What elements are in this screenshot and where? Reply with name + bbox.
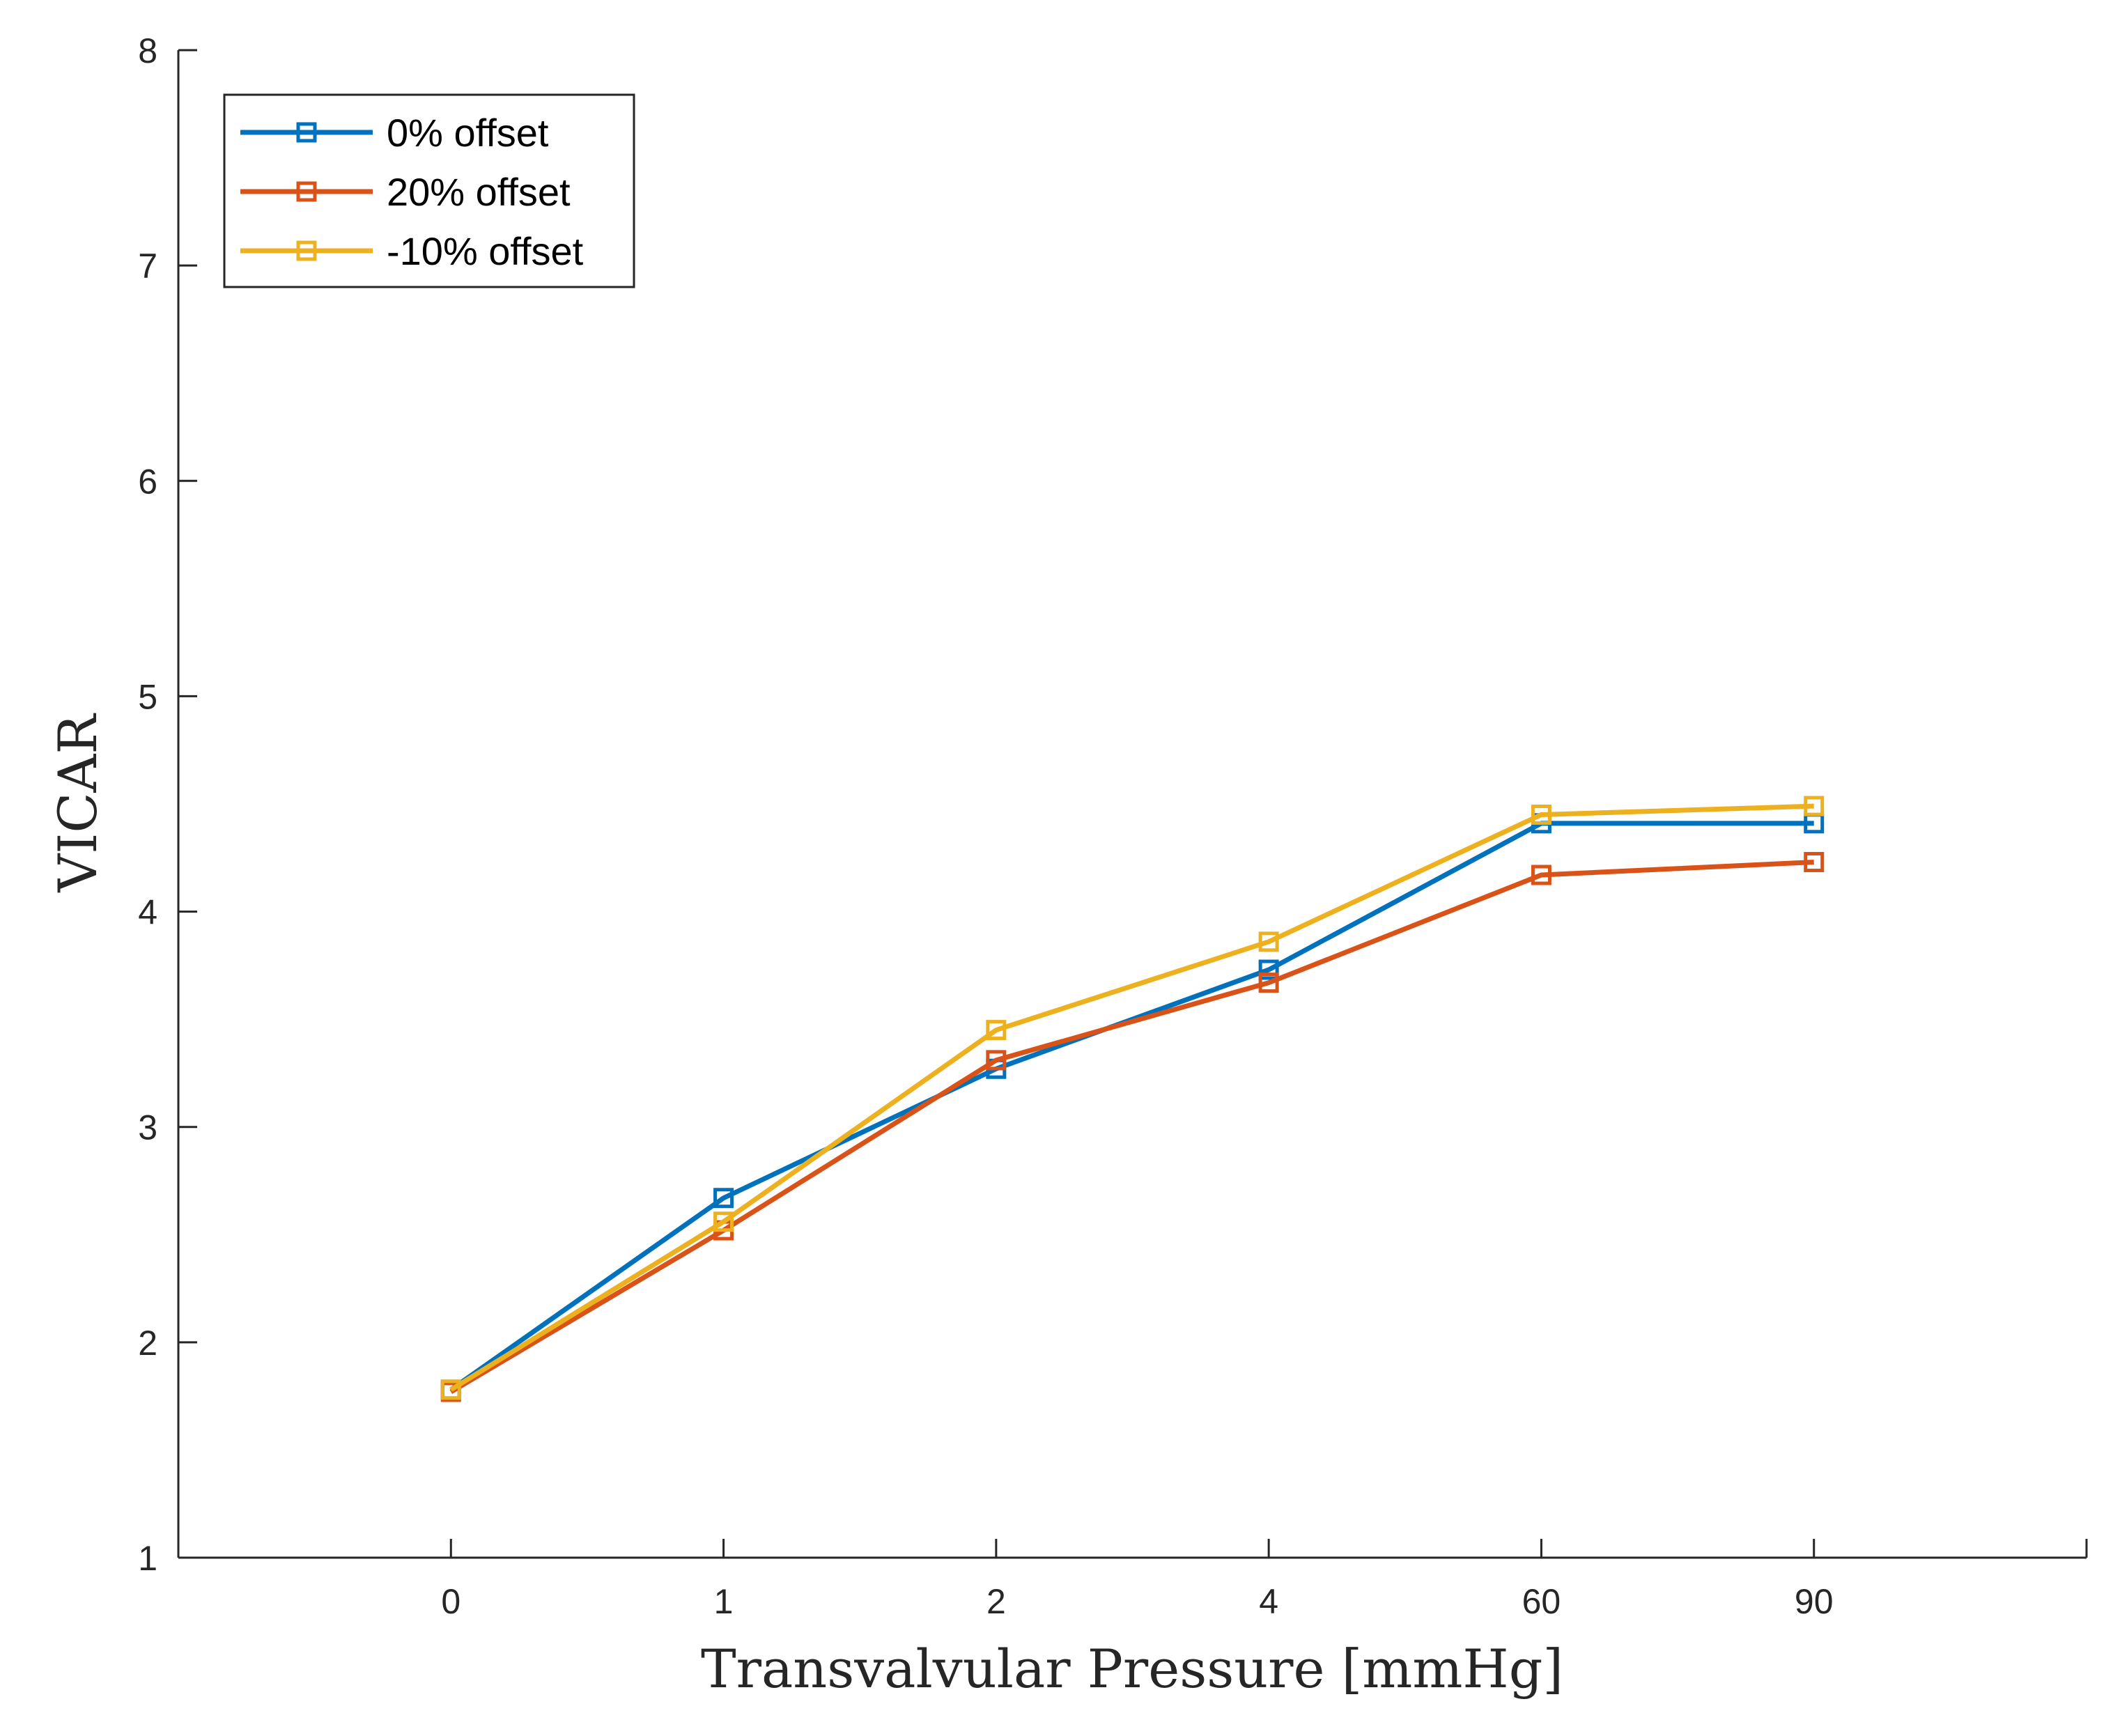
x-ticks: 0 1 2 4 60 90 [441,1539,2088,1621]
x-tick-label: 2 [986,1582,1006,1621]
legend-label: 20% offset [387,170,571,214]
x-tick-label: 0 [441,1582,460,1621]
data-point [1258,959,1279,980]
legend: 0% offset 20% offset -10% offset [223,93,635,288]
data-point [1804,796,1825,816]
series-group [440,796,1825,1402]
y-tick-label: 2 [138,1324,157,1363]
y-ticks: 1 2 3 4 5 6 7 8 [138,31,197,1578]
legend-item: 20% offset [240,170,571,214]
x-tick-label: 90 [1795,1582,1834,1621]
series-line [449,821,1814,1392]
data-point [986,1020,1007,1041]
data-point [713,1188,734,1209]
y-tick-label: 1 [138,1539,157,1578]
x-tick-label: 60 [1522,1582,1561,1621]
data-point [1804,851,1825,872]
data-point [1258,931,1279,952]
y-tick-label: 4 [138,893,157,932]
data-point [440,1379,461,1400]
x-axis-title: Transvalvular Pressure [mmHg] [701,1638,1563,1700]
data-point [986,1050,1007,1071]
series-2 [440,796,1825,1400]
y-axis-title: VICAR [47,713,109,893]
data-point [1258,972,1279,993]
y-tick-label: 3 [138,1108,157,1147]
data-point [1531,865,1551,885]
y-tick-label: 5 [138,677,157,716]
series-1 [440,851,1825,1402]
y-tick-label: 8 [138,31,157,70]
series-0 [440,813,1825,1400]
legend-marker [296,181,317,202]
y-tick-label: 7 [138,247,157,286]
series-line [449,859,1814,1394]
legend-marker [296,122,317,143]
x-tick-label: 4 [1259,1582,1278,1621]
axes: 1 2 3 4 5 6 7 8 0 1 2 4 60 90 [138,31,2088,1621]
y-tick-label: 6 [138,462,157,501]
legend-label: -10% offset [387,229,584,273]
x-tick-label: 1 [714,1582,734,1621]
series-line [449,803,1814,1392]
legend-item: 0% offset [240,111,549,155]
legend-item: -10% offset [240,229,584,273]
data-point [713,1211,734,1232]
legend-marker [296,240,317,261]
legend-label: 0% offset [387,111,549,155]
data-point [1531,804,1551,825]
